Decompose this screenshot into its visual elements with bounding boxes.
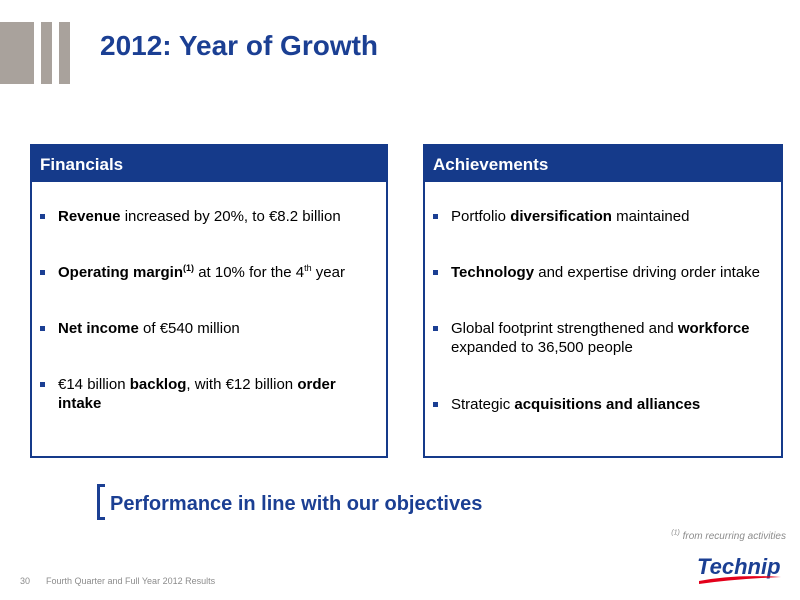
item-bold: Revenue [58,208,121,225]
ordinal-suffix: th [304,263,312,273]
financials-item-operating-margin: Operating margin(1) at 10% for the 4th y… [40,263,370,282]
bullet-icon [40,326,45,331]
item-bold: workforce [677,320,750,337]
achievements-item-acquisitions: Strategic acquisitions and alliances [433,395,765,414]
logo-swoosh [699,576,781,584]
footnote-marker: (1) [183,263,195,273]
slide-title: 2012: Year of Growth [100,30,379,61]
bullet-icon [433,270,438,275]
technip-logo: Technip [697,554,781,584]
item-text: €14 billion backlog, with €12 billion or… [58,375,370,413]
item-plain: Strategic [451,396,515,413]
conclusion-statement: Performance in line with our objectives [110,493,483,515]
footnote-marker: (1) [671,529,680,537]
achievements-header: Achievements [425,146,781,182]
footer-text: Fourth Quarter and Full Year 2012 Result… [46,576,216,586]
achievements-item-technology: Technology and expertise driving order i… [433,263,765,282]
financials-header: Financials [32,146,386,182]
bullet-icon [40,214,45,219]
bullet-icon [40,270,45,275]
item-bold: Technology [451,264,535,281]
footnote-text: from recurring activities [679,531,786,542]
decorative-bar-2 [41,22,52,84]
financials-item-backlog: €14 billion backlog, with €12 billion or… [40,375,370,413]
item-plain: and expertise driving order intake [534,264,761,281]
achievements-item-workforce: Global footprint strengthened and workfo… [433,319,765,357]
financials-item-net-income: Net income of €540 million [40,319,370,338]
item-bold: diversification [510,208,612,225]
bullet-icon [433,214,438,219]
item-bold: Operating margin [58,264,184,281]
item-text: Operating margin(1) at 10% for the 4th y… [58,263,370,282]
bullet-icon [433,402,438,407]
item-plain: maintained [611,208,690,225]
bracket-icon [97,484,105,520]
bullet-icon [433,326,438,331]
item-text: Net income of €540 million [58,319,370,338]
logo-text: Technip [697,554,781,579]
item-plain: Portfolio [451,208,511,225]
decorative-bar-3 [59,22,70,84]
page-number: 30 [20,576,31,586]
item-plain: €14 billion [58,376,130,393]
footnote: (1) from recurring activities [620,529,786,542]
achievements-list: Portfolio diversification maintained Tec… [425,182,781,452]
item-bold: backlog [129,376,187,393]
item-text: Technology and expertise driving order i… [451,263,765,282]
financials-list: Revenue increased by 20%, to €8.2 billio… [32,182,386,452]
item-plain: increased by 20%, to €8.2 billion [120,208,341,225]
achievements-item-portfolio: Portfolio diversification maintained [433,207,765,226]
item-bold: order intake [58,376,336,412]
item-plain: , with €12 billion [186,376,298,393]
financials-panel: Financials Revenue increased by 20%, to … [30,144,388,458]
item-plain: Global footprint strengthened and [451,320,678,337]
item-plain: at 10% for the 4 [194,264,305,281]
item-text: Portfolio diversification maintained [451,207,765,226]
bullet-icon [40,382,45,387]
item-bold: Net income [58,320,139,337]
item-bold: acquisitions and alliances [514,396,701,413]
item-plain: of €540 million [138,320,240,337]
item-text: Global footprint strengthened and workfo… [451,319,765,357]
financials-item-revenue: Revenue increased by 20%, to €8.2 billio… [40,207,370,226]
item-plain: expanded to 36,500 people [451,339,633,356]
item-text: Revenue increased by 20%, to €8.2 billio… [58,207,370,226]
achievements-panel: Achievements Portfolio diversification m… [423,144,783,458]
decorative-bar-1 [0,22,34,84]
item-plain: year [311,264,345,281]
item-text: Strategic acquisitions and alliances [451,395,765,414]
